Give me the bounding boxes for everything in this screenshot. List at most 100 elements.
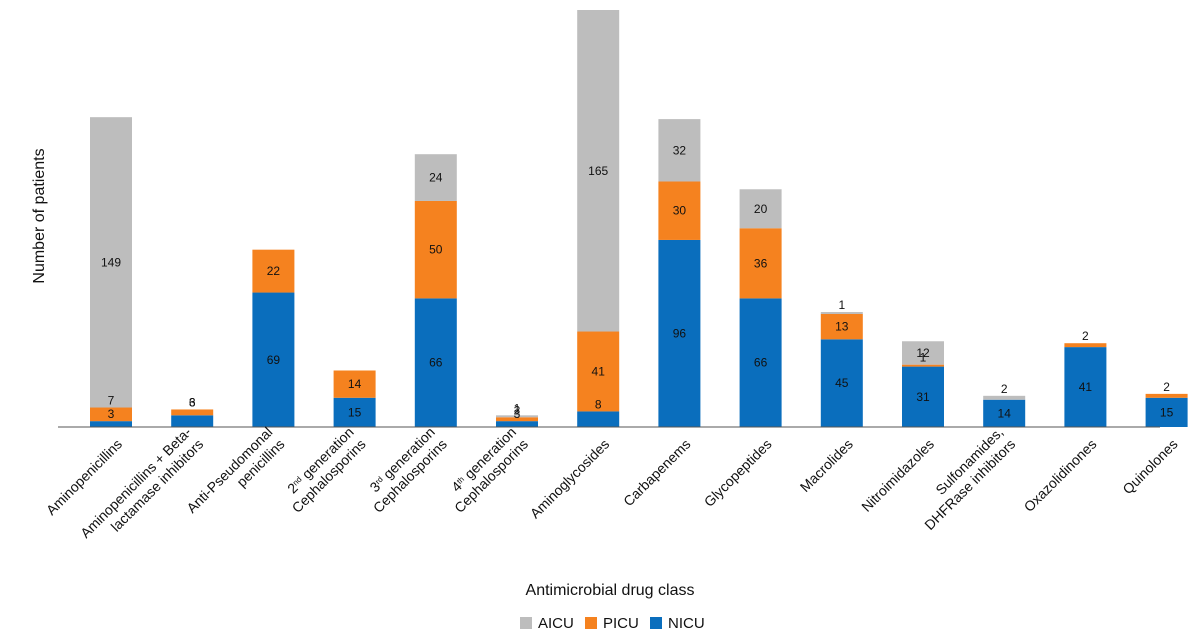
data-label-picu-12: 2 [1082, 329, 1089, 343]
data-label-nicu-5: 3 [514, 407, 521, 421]
x-tick-label-6: Aminoglycosides [527, 436, 613, 522]
bar-segment-picu-4 [414, 200, 457, 299]
legend-label-nicu: NICU [668, 615, 705, 632]
x-tick-label-12: Oxazolidinones [1021, 436, 1100, 515]
data-label-aicu-1: 6 [189, 395, 196, 409]
bar-segment-picu-8 [739, 228, 782, 299]
data-label-nicu-8: 66 [754, 356, 768, 370]
bar-segment-nicu-0 [90, 421, 132, 427]
data-label-nicu-4: 66 [429, 356, 443, 370]
bar-segment-nicu-8 [739, 298, 782, 427]
bar-segment-nicu-1 [171, 415, 214, 427]
x-axis-title: Antimicrobial drug class [526, 582, 695, 599]
data-label-aicu-0: 149 [101, 255, 121, 269]
x-tick-label-9: Macrolides [797, 436, 856, 495]
data-label-aicu-8: 20 [754, 202, 768, 216]
legend-swatch-nicu [650, 617, 662, 629]
bar-segment-aicu-5 [496, 415, 538, 418]
x-tick-label-line: Nitroimidazoles [858, 436, 937, 515]
data-label-nicu-9: 45 [835, 376, 849, 390]
x-tick-label-line: Aminopenicillins + Beta- [77, 424, 194, 541]
data-label-nicu-7: 96 [673, 326, 687, 340]
y-axis-title: Number of patients [31, 148, 48, 283]
data-label-picu-9: 13 [835, 320, 849, 334]
bar-segment-aicu-4 [414, 154, 457, 201]
bar-segment-picu-2 [252, 249, 295, 293]
x-tick-label-7: Carbapenems [620, 436, 693, 509]
data-label-picu-3: 14 [348, 377, 362, 391]
bar-segment-aicu-10 [902, 341, 944, 365]
data-label-picu-0: 7 [108, 394, 115, 408]
bar-segment-picu-10 [902, 364, 944, 367]
data-label-nicu-13: 15 [1160, 405, 1174, 419]
bar-segment-nicu-5 [496, 421, 538, 427]
x-tick-label-10: Nitroimidazoles [858, 436, 937, 515]
data-label-picu-7: 30 [673, 204, 687, 218]
bar-segment-nicu-9 [820, 339, 863, 427]
x-tick-label-line: Quinolones [1119, 436, 1180, 497]
data-label-aicu-4: 24 [429, 171, 443, 185]
x-tick-label-1: Aminopenicillins + Beta-lactamase inhibi… [77, 424, 206, 541]
data-label-picu-1: 3 [189, 395, 196, 409]
data-label-nicu-0: 3 [108, 407, 115, 421]
bar-segment-aicu-7 [658, 119, 701, 182]
data-label-picu-13: 2 [1163, 380, 1170, 394]
bar-segment-picu-1 [171, 409, 214, 416]
x-tick-label-line: Macrolides [797, 436, 856, 495]
legend-label-picu: PICU [603, 615, 639, 632]
data-label-picu-4: 50 [429, 243, 443, 257]
bar-segment-nicu-4 [414, 298, 457, 427]
data-label-aicu-5: 1 [514, 401, 521, 415]
x-tick-label-8: Glycopeptides [701, 436, 775, 510]
bar-segment-picu-12 [1064, 343, 1107, 348]
data-label-nicu-10: 31 [916, 390, 930, 404]
data-label-picu-5: 2 [514, 403, 521, 417]
bar-segment-picu-0 [90, 407, 132, 422]
data-label-aicu-11: 2 [1001, 382, 1008, 396]
bar-segment-nicu-11 [983, 399, 1026, 427]
bar-segment-picu-7 [658, 181, 701, 240]
x-tick-label-line: Aminoglycosides [527, 436, 613, 522]
data-label-nicu-12: 41 [1079, 380, 1093, 394]
bar-segment-picu-6 [577, 331, 620, 412]
bar-segment-aicu-9 [820, 312, 863, 314]
data-label-aicu-7: 32 [673, 143, 687, 157]
legend-swatch-picu [585, 617, 597, 629]
x-tick-label-13: Quinolones [1119, 436, 1180, 497]
data-label-picu-2: 22 [267, 264, 281, 278]
bar-segment-nicu-3 [333, 397, 376, 427]
bar-segment-picu-13 [1145, 393, 1188, 398]
bar-segment-nicu-6 [577, 411, 620, 427]
data-label-nicu-2: 69 [267, 353, 281, 367]
bar-segment-picu-3 [333, 370, 376, 398]
bar-segment-aicu-8 [739, 189, 782, 229]
data-label-aicu-10: 12 [916, 346, 930, 360]
bar-segment-nicu-12 [1064, 347, 1107, 427]
data-label-picu-10: 1 [920, 351, 927, 365]
bar-segment-nicu-2 [252, 292, 295, 427]
data-label-picu-6: 41 [592, 364, 606, 378]
bar-segment-nicu-10 [902, 366, 944, 427]
bar-segment-picu-9 [820, 313, 863, 340]
data-label-aicu-9: 1 [838, 298, 845, 312]
legend: AICU PICU NICU [520, 615, 705, 632]
bars-layer [90, 10, 1188, 427]
data-label-aicu-6: 165 [588, 164, 608, 178]
data-label-nicu-6: 8 [595, 397, 602, 411]
data-label-nicu-11: 14 [998, 406, 1012, 420]
bar-segment-aicu-6 [577, 10, 620, 332]
x-tick-label-line: Glycopeptides [701, 436, 775, 510]
legend-swatch-aicu [520, 617, 532, 629]
bar-segment-nicu-7 [658, 239, 701, 427]
bar-segment-nicu-13 [1145, 397, 1188, 427]
bar-segment-picu-5 [496, 417, 538, 422]
data-label-picu-8: 36 [754, 256, 768, 270]
bar-segment-aicu-11 [983, 395, 1026, 400]
x-tick-label-line: Carbapenems [620, 436, 693, 509]
